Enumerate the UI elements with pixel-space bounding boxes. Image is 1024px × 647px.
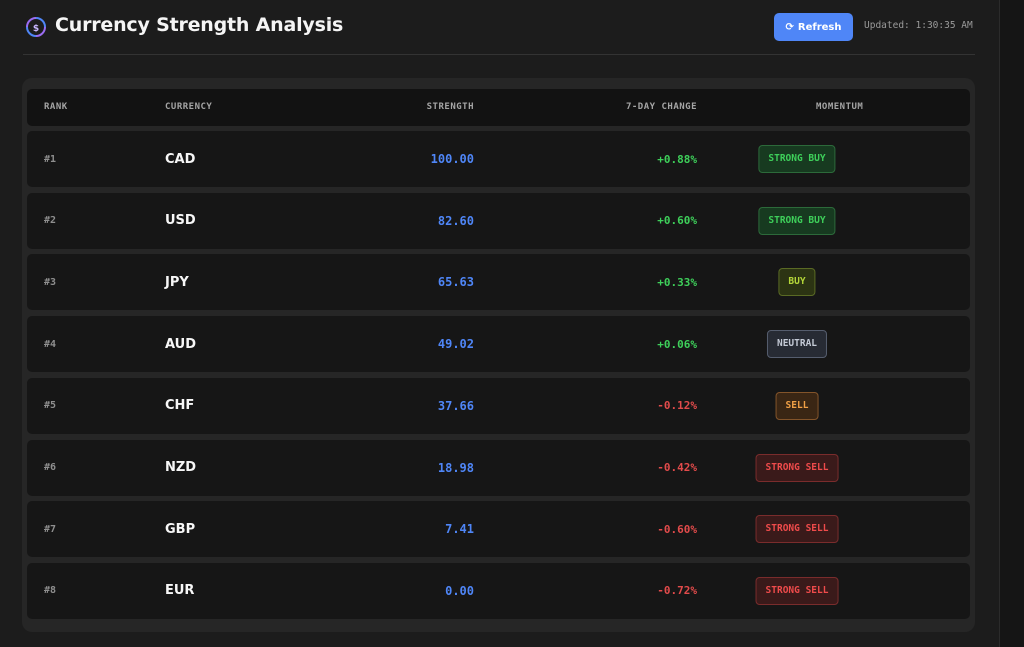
updated-label: Updated: — [864, 20, 910, 31]
strength-cell: 100.00 — [430, 152, 474, 166]
svg-text:$: $ — [33, 24, 39, 34]
momentum-badge: STRONG SELL — [755, 453, 839, 482]
change-cell: -0.60% — [657, 522, 697, 536]
change-cell: +0.06% — [657, 337, 697, 351]
refresh-label: Refresh — [797, 21, 842, 33]
page-title: Currency Strength Analysis — [55, 14, 344, 36]
momentum-badge: STRONG SELL — [755, 576, 839, 605]
table-row: #2 USD 82.60 +0.60% STRONG BUY — [27, 192, 970, 249]
column-header-currency: CURRENCY — [165, 102, 213, 112]
rank-cell: #8 — [44, 585, 57, 597]
currency-cell: EUR — [165, 583, 195, 599]
table-row: #1 CAD 100.00 +0.88% STRONG BUY — [27, 131, 970, 187]
column-header-rank: RANK — [44, 102, 68, 112]
strength-cell: 37.66 — [437, 398, 474, 413]
change-cell: -0.72% — [657, 584, 697, 598]
momentum-badge: STRONG BUY — [758, 145, 836, 173]
currency-cell: JPY — [165, 274, 189, 290]
page-header: $ Currency Strength Analysis ⟳ Refresh U… — [23, 0, 975, 55]
rank-cell: #5 — [44, 400, 57, 412]
momentum-badge: BUY — [778, 268, 816, 297]
table-header: RANK CURRENCY STRENGTH 7-DAY CHANGE MOME… — [27, 89, 970, 126]
rank-cell: #4 — [44, 338, 57, 350]
currency-cell: CAD — [165, 151, 196, 167]
rank-cell: #1 — [44, 153, 57, 165]
currency-cell: AUD — [165, 336, 197, 352]
momentum-badge: STRONG SELL — [755, 515, 839, 544]
strength-cell: 82.60 — [437, 213, 474, 228]
change-cell: +0.33% — [657, 275, 697, 289]
change-cell: +0.60% — [657, 214, 697, 228]
updated-timestamp: Updated: 1:30:35 AM — [864, 20, 973, 31]
scrollbar-track[interactable] — [999, 0, 1024, 647]
table-row: #8 EUR 0.00 -0.72% STRONG SELL — [27, 562, 970, 619]
momentum-badge: STRONG BUY — [758, 206, 836, 235]
rank-cell: #6 — [44, 462, 57, 473]
table-row: #7 GBP 7.41 -0.60% STRONG SELL — [27, 501, 970, 558]
table-row: #4 AUD 49.02 +0.06% NEUTRAL — [27, 316, 970, 373]
column-header-strength: STRENGTH — [426, 102, 474, 112]
table-row: #5 CHF 37.66 -0.12% SELL — [27, 377, 970, 434]
currency-cell: USD — [165, 213, 196, 229]
momentum-badge: SELL — [775, 391, 819, 420]
currency-cell: CHF — [165, 398, 195, 414]
strength-cell: 0.00 — [445, 583, 474, 598]
rank-cell: #2 — [44, 215, 57, 227]
change-cell: +0.88% — [657, 152, 697, 166]
table-row: #3 JPY 65.63 +0.33% BUY — [27, 254, 970, 311]
updated-time: 1:30:35 AM — [915, 20, 973, 31]
refresh-icon: ⟳ — [785, 21, 794, 33]
table-row: #6 NZD 18.98 -0.42% STRONG SELL — [27, 439, 970, 496]
change-cell: -0.42% — [657, 461, 697, 474]
rank-cell: #3 — [44, 276, 57, 288]
strength-cell: 18.98 — [437, 460, 474, 475]
momentum-badge: NEUTRAL — [766, 330, 828, 359]
column-header-momentum: MOMENTUM — [816, 102, 864, 112]
rank-cell: #7 — [44, 523, 57, 535]
column-header-change: 7-DAY CHANGE — [625, 102, 697, 112]
currency-cycle-icon: $ — [26, 17, 46, 37]
currency-cell: NZD — [165, 460, 197, 475]
strength-cell: 65.63 — [437, 275, 474, 290]
refresh-button[interactable]: ⟳ Refresh — [774, 13, 853, 41]
strength-table: RANK CURRENCY STRENGTH 7-DAY CHANGE MOME… — [22, 78, 975, 632]
change-cell: -0.12% — [657, 399, 697, 413]
currency-cell: GBP — [165, 521, 196, 537]
strength-cell: 49.02 — [437, 337, 474, 352]
strength-cell: 7.41 — [445, 522, 474, 537]
